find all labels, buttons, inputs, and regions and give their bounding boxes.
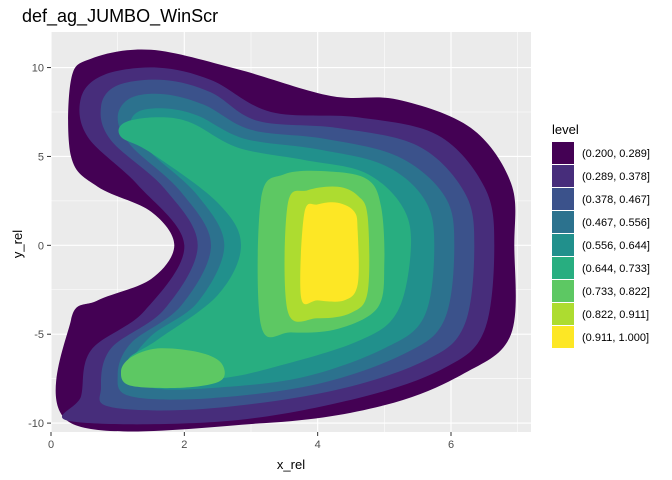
x-tick-label: 6 — [448, 439, 454, 451]
legend-swatch — [552, 234, 574, 256]
legend-label: (0.644, 0.733] — [582, 263, 650, 275]
legend-swatch — [552, 142, 574, 164]
legend-label: (0.200, 0.289] — [582, 148, 650, 160]
legend-label: (0.289, 0.378] — [582, 171, 650, 183]
legend-swatch — [552, 211, 574, 233]
density-band-10 — [300, 202, 359, 305]
y-tick-label: 0 — [38, 240, 44, 252]
x-tick-label: 4 — [315, 439, 321, 451]
legend-label: (0.556, 0.644] — [582, 240, 650, 252]
y-tick-label: -5 — [34, 329, 44, 341]
legend-label: (0.467, 0.556] — [582, 217, 650, 229]
y-axis-title: y_rel — [10, 230, 25, 258]
x-axis-title: x_rel — [277, 457, 305, 472]
y-tick-label: 10 — [32, 63, 44, 75]
legend-swatch — [552, 188, 574, 210]
y-tick-label: -10 — [28, 418, 44, 430]
x-tick-label: 0 — [48, 439, 54, 451]
legend-swatch — [552, 280, 574, 302]
x-axis-ticks: 0 2 4 6 — [48, 432, 454, 451]
chart-title: def_ag_JUMBO_WinScr — [22, 6, 218, 27]
legend-swatch — [552, 257, 574, 279]
density-band-8 — [120, 348, 225, 389]
y-tick-label: 5 — [38, 151, 44, 163]
density-bands — [55, 49, 516, 432]
legend-swatch — [552, 165, 574, 187]
legend-label: (0.733, 0.822] — [582, 286, 650, 298]
legend: level (0.200, 0.289] (0.289, 0.378] (0.378… — [552, 122, 650, 348]
legend-label: (0.822, 0.911] — [582, 309, 649, 321]
legend-swatch — [552, 303, 574, 325]
legend-swatch — [552, 326, 574, 348]
legend-label: (0.911, 1.000] — [582, 332, 649, 344]
y-axis-ticks: -10 -5 0 5 10 — [28, 63, 51, 430]
legend-title: level — [552, 122, 579, 137]
x-tick-label: 2 — [181, 439, 187, 451]
legend-label: (0.378, 0.467] — [582, 194, 650, 206]
